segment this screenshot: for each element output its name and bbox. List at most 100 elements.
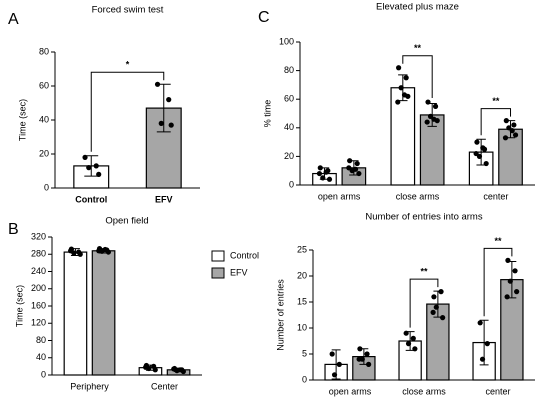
legend-label: EFV — [230, 267, 248, 277]
data-point — [503, 118, 509, 124]
data-point — [366, 361, 372, 367]
data-point — [425, 99, 431, 105]
y-tick-label: 0 — [41, 369, 46, 379]
data-point — [480, 145, 486, 151]
data-point — [326, 176, 333, 182]
data-point — [473, 150, 479, 157]
data-point — [438, 289, 444, 295]
significance-label: ** — [494, 236, 502, 246]
data-point — [158, 120, 164, 126]
data-point — [354, 160, 360, 167]
significance-label: ** — [492, 96, 500, 106]
x-tick-label: open arms — [329, 386, 372, 396]
panel-label: B — [8, 221, 19, 238]
x-tick-label: Center — [151, 381, 178, 391]
data-point — [77, 251, 83, 257]
x-tick-label: Control — [75, 194, 107, 204]
y-tick-label: 100 — [279, 36, 294, 46]
data-point — [331, 372, 338, 378]
y-tick-label: 0 — [302, 374, 307, 384]
y-axis-label: Time (sec) — [14, 285, 24, 327]
data-point — [511, 122, 517, 128]
x-tick-label: center — [483, 191, 508, 201]
chart-title: Number of entries into arms — [365, 212, 482, 223]
x-tick-label: EFV — [155, 194, 173, 204]
data-point — [320, 175, 326, 181]
y-tick-label: 5 — [302, 348, 307, 358]
y-tick-label: 60 — [39, 80, 49, 90]
data-point — [403, 330, 409, 336]
y-tick-label: 0 — [289, 179, 294, 189]
data-point — [316, 170, 323, 177]
bar — [390, 87, 416, 186]
data-point — [168, 122, 174, 128]
bar — [91, 250, 116, 376]
data-point — [82, 154, 88, 160]
data-point — [323, 169, 329, 175]
data-point — [68, 248, 74, 254]
data-point — [431, 116, 437, 122]
data-point — [474, 139, 480, 145]
data-point — [177, 367, 183, 373]
data-point — [398, 85, 404, 91]
data-point — [356, 170, 362, 177]
data-point — [364, 351, 370, 357]
y-tick-label: 40 — [39, 114, 49, 124]
y-tick-label: 80 — [39, 46, 49, 56]
y-tick-label: 40 — [284, 122, 294, 132]
chart-title: Forced swim test — [92, 5, 164, 16]
significance-bracket — [90, 71, 165, 152]
data-point — [154, 81, 161, 87]
significance-bracket — [480, 108, 512, 136]
y-axis-label: Number of entries — [275, 279, 285, 351]
data-point — [440, 315, 446, 321]
data-point — [507, 278, 513, 284]
data-point — [329, 351, 335, 357]
chart-title: Elevated plus maze — [376, 2, 459, 13]
data-point — [512, 132, 519, 138]
data-point — [431, 294, 437, 300]
y-tick-label: 320 — [31, 231, 46, 241]
y-axis-label: % time — [262, 100, 272, 128]
panel-label: C — [258, 9, 270, 26]
x-tick-label: close arms — [402, 386, 446, 396]
data-point — [352, 166, 359, 172]
y-tick-label: 0 — [44, 182, 49, 192]
data-point — [477, 320, 483, 326]
data-point — [483, 160, 489, 167]
x-tick-label: close arms — [396, 191, 440, 201]
data-point — [410, 335, 416, 341]
data-point — [102, 246, 108, 253]
significance-label: ** — [414, 43, 422, 53]
data-point — [93, 163, 99, 169]
data-point — [509, 128, 515, 134]
panel-label: A — [8, 11, 19, 28]
y-tick-label: 200 — [31, 283, 46, 293]
y-tick-label: 160 — [31, 300, 46, 310]
significance-bracket — [483, 247, 513, 317]
data-point — [396, 65, 402, 71]
data-point — [166, 97, 172, 103]
data-point — [430, 309, 436, 315]
legend-label: Control — [230, 250, 259, 260]
y-tick-label: 240 — [31, 266, 46, 276]
x-tick-label: Periphery — [70, 381, 109, 391]
chart-title: Open field — [105, 216, 148, 227]
data-point — [401, 92, 408, 98]
data-point — [346, 165, 352, 171]
y-tick-label: 20 — [284, 151, 294, 161]
data-point — [152, 367, 158, 373]
significance-label: * — [126, 60, 130, 70]
data-point — [514, 289, 520, 295]
y-tick-label: 60 — [284, 94, 294, 104]
significance-label: ** — [420, 266, 428, 276]
data-point — [484, 341, 490, 347]
data-point — [403, 75, 409, 81]
significance-bracket — [402, 55, 433, 99]
legend-swatch — [211, 250, 225, 262]
y-tick-label: 80 — [284, 65, 294, 75]
y-tick-label: 80 — [36, 335, 46, 345]
data-point — [405, 341, 412, 347]
y-tick-label: 20 — [39, 148, 49, 158]
data-point — [86, 165, 92, 171]
